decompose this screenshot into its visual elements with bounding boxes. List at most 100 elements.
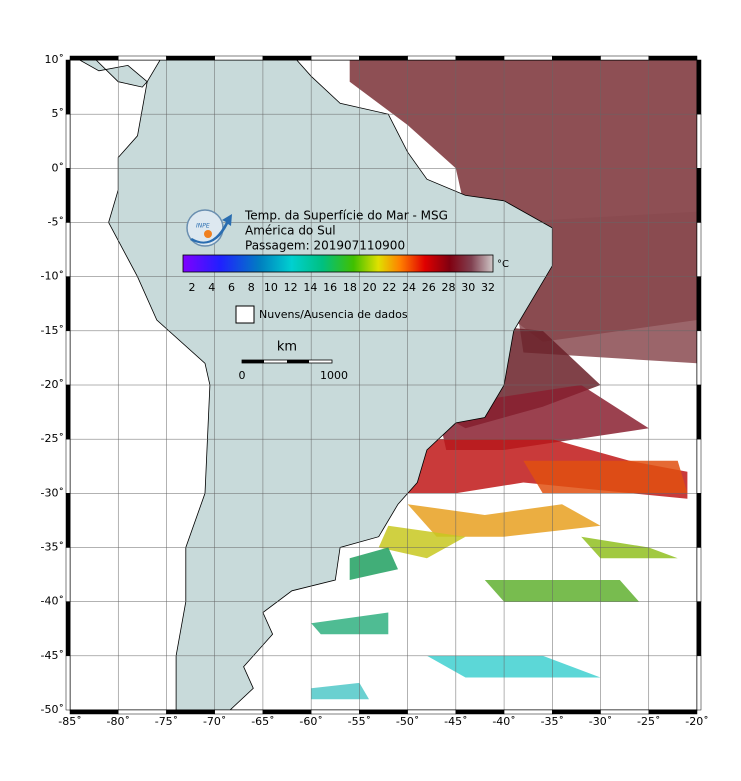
sst-patch bbox=[426, 655, 601, 678]
colorbar-tick-label: 30 bbox=[461, 281, 475, 294]
border-seg bbox=[696, 655, 702, 711]
colorbar-tick-label: 8 bbox=[248, 281, 255, 294]
lon-label: -65˚ bbox=[251, 715, 274, 728]
border-seg bbox=[65, 601, 71, 657]
lon-label: -70˚ bbox=[203, 715, 226, 728]
colorbar-tick-label: 24 bbox=[402, 281, 416, 294]
colorbar-tick-label: 14 bbox=[303, 281, 317, 294]
border-seg bbox=[648, 55, 698, 61]
scale-bar-seg bbox=[287, 360, 309, 363]
graticule bbox=[70, 60, 697, 710]
colorbar-tick-label: 26 bbox=[422, 281, 436, 294]
border-seg bbox=[65, 438, 71, 494]
lat-label: -45˚ bbox=[41, 649, 64, 662]
title: Temp. da Superfície do Mar - MSG bbox=[244, 209, 448, 223]
lon-label: -85˚ bbox=[58, 715, 81, 728]
sst-patch bbox=[523, 460, 688, 494]
border-seg bbox=[65, 330, 71, 386]
scale-bar bbox=[241, 359, 333, 364]
sst-patch bbox=[311, 612, 389, 635]
border-seg bbox=[503, 55, 553, 61]
lat-label: 0˚ bbox=[52, 161, 65, 174]
border-seg bbox=[455, 55, 505, 61]
lon-label: -45˚ bbox=[444, 715, 467, 728]
lat-label: -20˚ bbox=[41, 378, 64, 391]
pass-time: Passagem: 201907110900 bbox=[245, 239, 405, 253]
logo-sun bbox=[204, 230, 212, 238]
lon-label: -80˚ bbox=[106, 715, 129, 728]
lat-label: -5˚ bbox=[48, 216, 64, 229]
lat-label: -30˚ bbox=[41, 486, 64, 499]
border-seg bbox=[696, 276, 702, 332]
border-seg bbox=[600, 55, 650, 61]
border-seg bbox=[407, 55, 457, 61]
colorbar-tick-label: 22 bbox=[382, 281, 396, 294]
border-seg bbox=[696, 493, 702, 548]
colorbar-tick-label: 2 bbox=[189, 281, 196, 294]
border-seg bbox=[166, 55, 215, 61]
border-seg bbox=[65, 222, 71, 277]
logo-arrow bbox=[190, 214, 232, 244]
lon-label: -55˚ bbox=[348, 715, 371, 728]
colorbar-tick-label: 6 bbox=[228, 281, 235, 294]
border-seg bbox=[65, 384, 71, 440]
border-seg bbox=[455, 709, 505, 715]
border-seg bbox=[696, 168, 702, 223]
colorbar-tick-label: 20 bbox=[363, 281, 377, 294]
lon-label: -35˚ bbox=[541, 715, 564, 728]
border-seg bbox=[69, 55, 119, 61]
border-seg bbox=[407, 709, 457, 715]
border-seg bbox=[696, 384, 702, 440]
border-seg bbox=[310, 55, 360, 61]
border-seg bbox=[648, 709, 698, 715]
region: América do Sul bbox=[245, 224, 336, 238]
lon-label: -50˚ bbox=[396, 715, 419, 728]
lat-label: 10˚ bbox=[45, 53, 65, 66]
border-seg bbox=[600, 709, 650, 715]
border-seg bbox=[696, 601, 702, 657]
scale-start: 0 bbox=[239, 369, 246, 382]
border-seg bbox=[552, 55, 601, 61]
border-seg bbox=[359, 55, 408, 61]
border-seg bbox=[696, 222, 702, 277]
border-seg bbox=[65, 59, 71, 115]
colorbar-tick-label: 12 bbox=[284, 281, 298, 294]
border-seg bbox=[117, 709, 167, 715]
logo: INPE bbox=[186, 209, 232, 247]
scale-end: 1000 bbox=[320, 369, 348, 382]
border-seg bbox=[65, 168, 71, 223]
lat-label: -40˚ bbox=[41, 595, 64, 608]
border-seg bbox=[65, 493, 71, 548]
lat-label: -15˚ bbox=[41, 324, 64, 337]
lon-label: -30˚ bbox=[589, 715, 612, 728]
border-seg bbox=[503, 709, 553, 715]
border-seg bbox=[262, 55, 312, 61]
border-seg bbox=[696, 113, 702, 169]
sst-patch bbox=[311, 682, 369, 700]
colorbar-tick-label: 16 bbox=[323, 281, 337, 294]
colorbar-tick-label: 18 bbox=[343, 281, 357, 294]
lat-label: -35˚ bbox=[41, 541, 64, 554]
colorbar-tick-label: 4 bbox=[208, 281, 215, 294]
border-seg bbox=[262, 709, 312, 715]
border-seg bbox=[696, 547, 702, 602]
border-seg bbox=[214, 709, 264, 715]
lat-label: 5˚ bbox=[52, 107, 65, 120]
border-seg bbox=[69, 709, 119, 715]
border-seg bbox=[65, 655, 71, 711]
border-seg bbox=[117, 55, 167, 61]
colorbar bbox=[182, 254, 494, 273]
border-seg bbox=[696, 330, 702, 386]
legend-label: Nuvens/Ausencia de dados bbox=[259, 308, 408, 321]
scale-bar-seg bbox=[242, 360, 264, 363]
colorbar-ticks: 2 4 6 8 10 12 14 16 18 20 22 24 26 28 30 32 bbox=[189, 281, 496, 294]
frame-border bbox=[65, 55, 702, 715]
lat-label: -50˚ bbox=[41, 703, 64, 716]
border-seg bbox=[214, 55, 264, 61]
legend-swatch bbox=[235, 305, 255, 324]
colorbar-tick-label: 28 bbox=[442, 281, 456, 294]
lat-label: -25˚ bbox=[41, 432, 64, 445]
lon-label: -20˚ bbox=[685, 715, 708, 728]
logo-text: INPE bbox=[196, 223, 210, 230]
